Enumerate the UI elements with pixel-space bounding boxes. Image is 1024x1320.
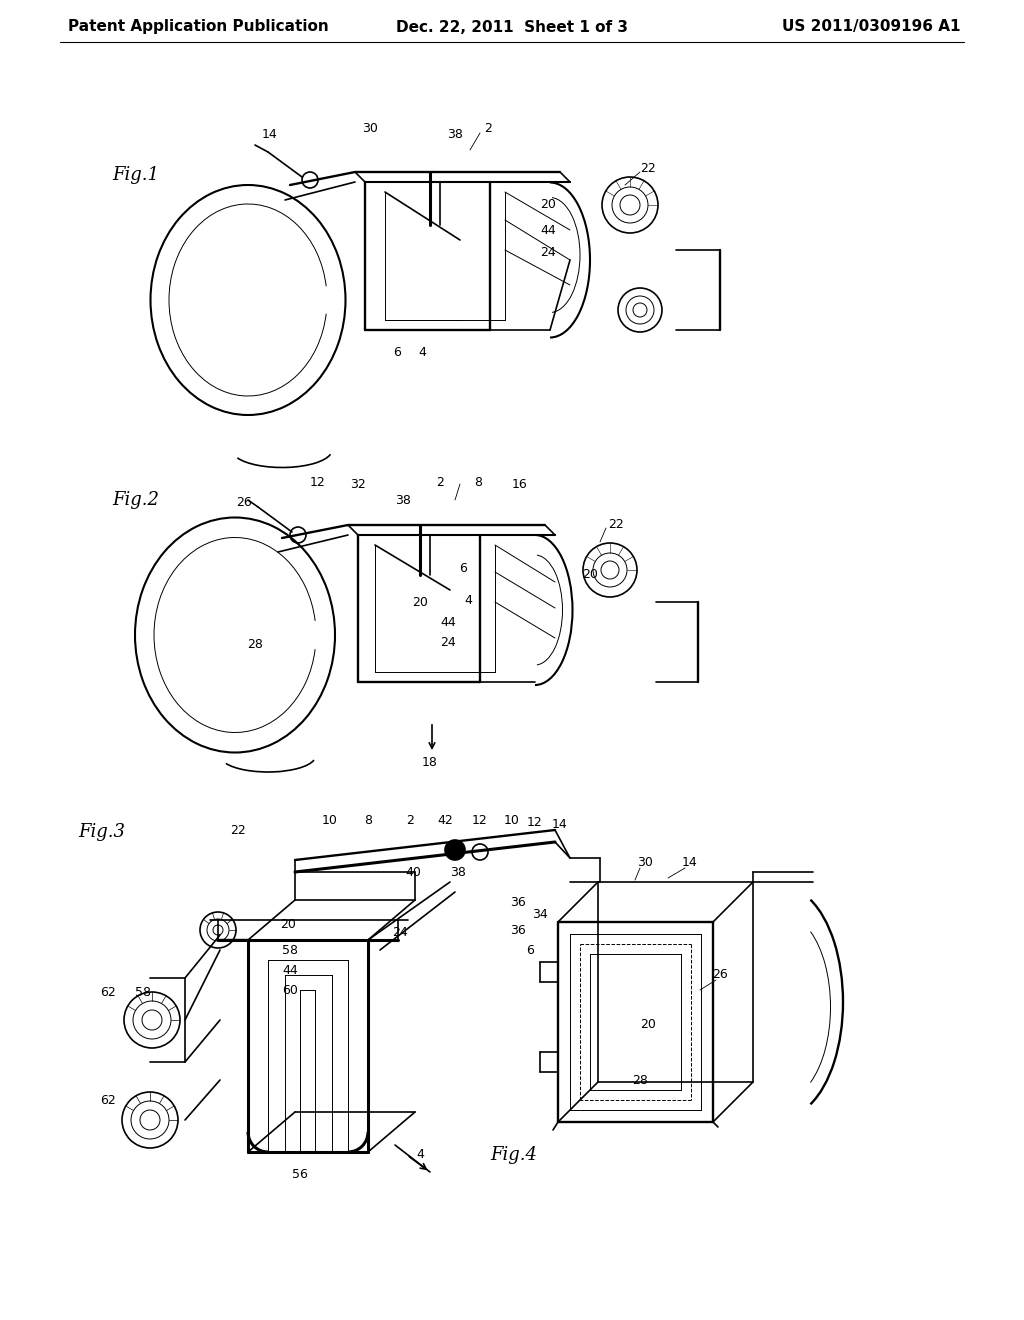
Text: Fig.4: Fig.4 <box>490 1146 537 1164</box>
Text: 6: 6 <box>526 944 534 957</box>
Text: 14: 14 <box>552 818 568 832</box>
Text: 6: 6 <box>393 346 401 359</box>
Text: 22: 22 <box>608 519 624 532</box>
Text: 28: 28 <box>247 639 263 652</box>
Text: 34: 34 <box>532 908 548 921</box>
Text: 8: 8 <box>474 475 482 488</box>
Text: 30: 30 <box>637 855 653 869</box>
Text: 20: 20 <box>412 595 428 609</box>
Text: 12: 12 <box>472 813 487 826</box>
Text: 12: 12 <box>527 816 543 829</box>
Text: 38: 38 <box>395 494 411 507</box>
Text: Fig.2: Fig.2 <box>112 491 159 510</box>
Text: 20: 20 <box>280 919 296 932</box>
Text: 44: 44 <box>540 223 556 236</box>
Text: 28: 28 <box>632 1073 648 1086</box>
Text: 16: 16 <box>512 479 528 491</box>
Text: 44: 44 <box>440 615 456 628</box>
Text: 26: 26 <box>712 969 728 982</box>
Text: 10: 10 <box>323 813 338 826</box>
Text: US 2011/0309196 A1: US 2011/0309196 A1 <box>781 20 961 34</box>
Text: 44: 44 <box>283 964 298 977</box>
Text: 42: 42 <box>437 813 453 826</box>
Text: 14: 14 <box>262 128 278 141</box>
Text: 38: 38 <box>447 128 463 141</box>
Text: 2: 2 <box>436 475 444 488</box>
Text: Fig.1: Fig.1 <box>112 166 159 183</box>
Text: 8: 8 <box>364 813 372 826</box>
Text: 24: 24 <box>440 635 456 648</box>
Text: 36: 36 <box>510 924 526 936</box>
Text: 26: 26 <box>237 495 252 508</box>
Text: 22: 22 <box>640 161 656 174</box>
Text: 56: 56 <box>292 1168 308 1181</box>
Text: 20: 20 <box>582 569 598 582</box>
Text: 2: 2 <box>484 121 492 135</box>
Text: Dec. 22, 2011  Sheet 1 of 3: Dec. 22, 2011 Sheet 1 of 3 <box>396 20 628 34</box>
Text: 24: 24 <box>392 925 408 939</box>
Text: 62: 62 <box>100 986 116 998</box>
Text: Patent Application Publication: Patent Application Publication <box>68 20 329 34</box>
Text: 4: 4 <box>416 1148 424 1162</box>
Text: 20: 20 <box>640 1019 656 1031</box>
Text: 58: 58 <box>135 986 151 998</box>
Text: 30: 30 <box>362 121 378 135</box>
Text: 2: 2 <box>407 813 414 826</box>
Text: 4: 4 <box>464 594 472 606</box>
Text: 4: 4 <box>418 346 426 359</box>
Text: 22: 22 <box>230 824 246 837</box>
Text: 38: 38 <box>451 866 466 879</box>
Text: 58: 58 <box>282 944 298 957</box>
Text: 24: 24 <box>540 246 556 259</box>
Text: 60: 60 <box>282 983 298 997</box>
Text: 14: 14 <box>682 855 698 869</box>
Text: 20: 20 <box>540 198 556 211</box>
Text: 36: 36 <box>510 895 526 908</box>
Text: 40: 40 <box>406 866 421 879</box>
Text: Fig.3: Fig.3 <box>78 822 125 841</box>
Text: 62: 62 <box>100 1093 116 1106</box>
Text: 12: 12 <box>310 475 326 488</box>
Text: 6: 6 <box>459 561 467 574</box>
Text: 10: 10 <box>504 813 520 826</box>
Text: 18: 18 <box>422 755 438 768</box>
Text: 32: 32 <box>350 479 366 491</box>
Circle shape <box>445 840 465 861</box>
